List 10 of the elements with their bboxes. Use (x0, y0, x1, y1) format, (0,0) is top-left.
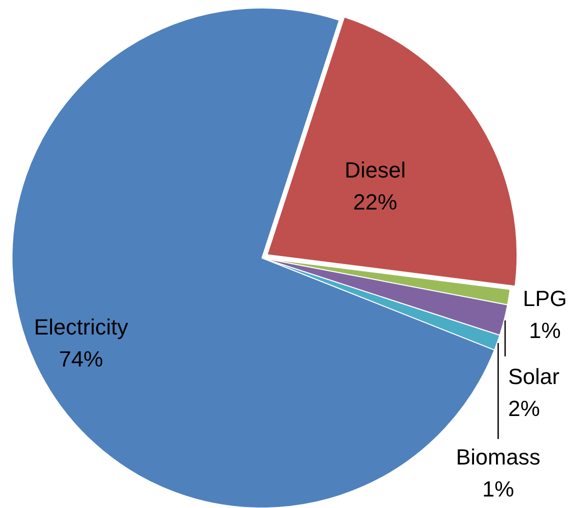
slice-label: LPG (522, 286, 567, 311)
data-label: 22% (353, 190, 398, 215)
data-label: 1% (482, 476, 514, 502)
slice-label: Electricity (34, 314, 128, 340)
slice-label: Biomass (456, 444, 540, 470)
data-label: 1% (529, 318, 561, 343)
slice-label: Solar (508, 364, 560, 389)
data-label: 74% (59, 346, 104, 372)
slice-label: Diesel (344, 158, 406, 183)
data-label: 2% (508, 396, 540, 421)
